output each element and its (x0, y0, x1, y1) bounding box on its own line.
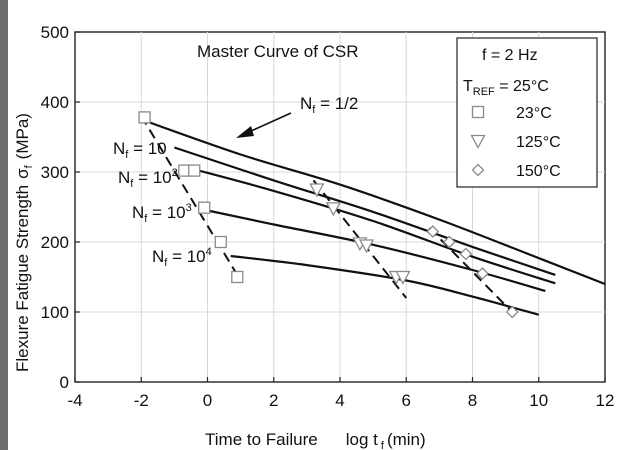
legend-entry-1-marker (470, 134, 486, 149)
chart-title: Master Curve of CSR (197, 42, 359, 61)
master-curve-0 (140, 118, 606, 286)
annotation-arrowhead (236, 126, 254, 138)
y-axis-symbol-sub: f (23, 164, 35, 168)
x-tick-label: -2 (134, 391, 149, 410)
data-point-series-1 (358, 239, 375, 254)
x-axis-log-sub: f (381, 440, 385, 450)
x-axis-log-label: log t (346, 430, 378, 449)
y-axis-label: Flexure Fatigue Strength (13, 185, 32, 372)
data-point-series-2 (505, 305, 519, 319)
curve-label-10-3: Nf = 103 (132, 202, 192, 225)
master-curve-1 (174, 146, 556, 276)
x-axis-title: Time to Failure log t f (min) (205, 430, 426, 450)
legend-tref-prefix: T (463, 78, 473, 95)
legend: f = 2 Hz TREF = 25°C 23°C 125°C 150°C (456, 37, 598, 188)
data-point-series-1 (309, 183, 325, 198)
data-point-series-0 (188, 164, 201, 177)
x-tick-label: 6 (402, 391, 411, 410)
data-point-series-2 (476, 267, 489, 280)
shift-line-1 (312, 179, 408, 299)
curve-annotations: Nf = 1/2 Nf = 10 Nf = 102 Nf = 103 Nf = … (113, 94, 358, 269)
y-axis-unit: (MPa) (13, 113, 32, 159)
legend-markers (470, 105, 486, 177)
x-axis-label: Time to Failure (205, 430, 318, 449)
y-tick-label: 400 (41, 93, 69, 112)
curve-label-10-2: Nf = 102 (118, 167, 178, 190)
axis-ticks: -4 -2 0 2 4 6 8 10 12 0 100 200 300 400 500 (41, 23, 615, 410)
y-tick-label: 300 (41, 163, 69, 182)
y-axis-symbol: σ (13, 168, 32, 179)
data-point-series-2 (426, 225, 440, 238)
data-point-series-0 (231, 270, 244, 284)
data-point-series-1 (395, 270, 411, 285)
legend-tref: TREF = 25°C (463, 78, 549, 98)
y-tick-label: 100 (41, 303, 69, 322)
master-curves (140, 118, 606, 316)
legend-entry-1-label: 125°C (516, 134, 561, 151)
master-curve-2 (190, 167, 556, 285)
master-curve-3 (207, 209, 546, 293)
x-tick-label: 4 (335, 391, 344, 410)
master-curve-4 (230, 254, 540, 316)
shift-line-0 (140, 115, 242, 282)
curve-label-10-4: Nf = 104 (152, 246, 212, 269)
x-tick-label: 2 (269, 391, 278, 410)
y-tick-label: 500 (41, 23, 69, 42)
curve-label-10: Nf = 10 (113, 139, 167, 161)
data-point-series-1 (325, 202, 341, 217)
x-tick-label: 0 (203, 391, 212, 410)
x-tick-label: -4 (67, 391, 82, 410)
data-point-series-0 (214, 235, 227, 249)
legend-entry-2-label: 150°C (516, 163, 561, 180)
x-tick-label: 12 (596, 391, 615, 410)
data-point-series-0 (138, 111, 151, 124)
data-point-series-0 (198, 201, 211, 214)
y-tick-label: 200 (41, 233, 69, 252)
left-edge-bar (0, 0, 8, 450)
legend-entry-0-marker (471, 105, 485, 119)
legend-tref-suffix: = 25°C (495, 78, 549, 95)
x-axis-unit: (min) (387, 430, 426, 449)
data-point-series-2 (459, 247, 473, 261)
x-tick-label: 10 (529, 391, 548, 410)
legend-header: f = 2 Hz (482, 47, 538, 64)
legend-tref-sub: REF (473, 86, 495, 98)
data-point-series-2 (442, 235, 456, 249)
y-axis-title: Flexure Fatigue Strength σf (MPa) (13, 113, 35, 372)
data-markers (138, 111, 519, 319)
legend-entry-2-marker (471, 163, 485, 177)
y-tick-label: 0 (60, 373, 69, 392)
curve-label-half: Nf = 1/2 (300, 94, 358, 116)
legend-entry-0-label: 23°C (516, 105, 552, 122)
x-tick-label: 8 (468, 391, 477, 410)
